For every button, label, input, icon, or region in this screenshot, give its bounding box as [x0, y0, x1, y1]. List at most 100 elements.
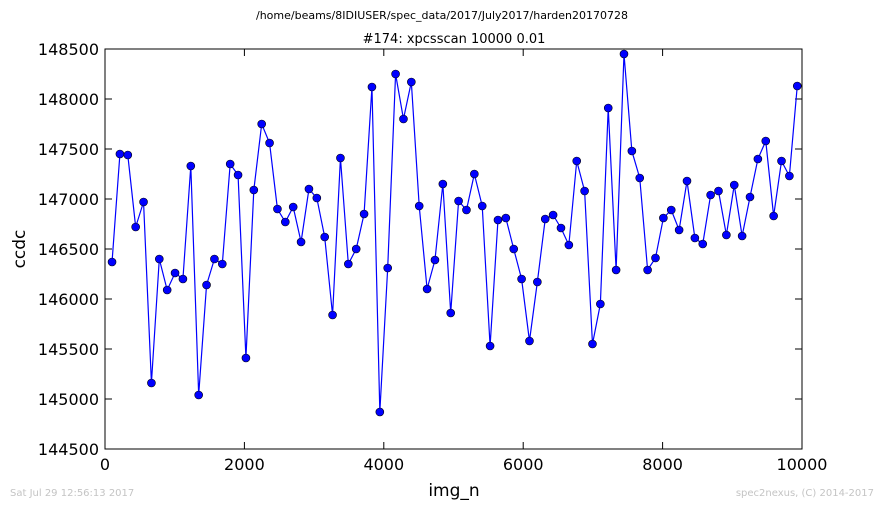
data-point [556, 223, 566, 233]
data-point [714, 186, 723, 196]
data-point [359, 209, 369, 219]
data-point [785, 171, 794, 181]
footer-credit: spec2nexus, (C) 2014-2017 [735, 488, 874, 499]
plot-frame [104, 48, 803, 450]
data-point [186, 161, 196, 171]
data-point [194, 390, 203, 400]
data-point [178, 274, 188, 284]
x-tick-label: 0 [100, 455, 110, 474]
data-point [273, 204, 282, 214]
data-point [446, 308, 456, 318]
y-tick-label: 145500 [38, 340, 99, 359]
x-tick-label: 4000 [363, 455, 404, 474]
x-tick-label: 6000 [503, 455, 544, 474]
data-point [107, 257, 117, 267]
data-point [414, 201, 424, 211]
data-point [761, 136, 771, 146]
data-point [218, 259, 227, 269]
data-point [383, 263, 393, 273]
data-point [320, 232, 329, 242]
data-point [737, 231, 747, 241]
data-point [548, 210, 558, 220]
data-point [225, 159, 235, 169]
data-point [588, 339, 597, 349]
y-tick-label: 145000 [38, 390, 99, 409]
data-point [769, 211, 778, 221]
data-point [533, 277, 542, 287]
data-point [745, 192, 755, 202]
data-point [517, 274, 526, 284]
data-point [241, 353, 251, 363]
data-point [682, 176, 692, 186]
series-line [111, 53, 798, 413]
y-tick-label: 146000 [38, 290, 99, 309]
data-point [202, 280, 211, 290]
x-axis-label: img_n [428, 481, 479, 501]
data-point [674, 225, 684, 235]
plot-title: #174: xpcsscan 10000 0.01 [363, 32, 546, 47]
y-tick-label: 144500 [38, 440, 99, 459]
data-point [281, 217, 290, 227]
data-point [336, 153, 345, 163]
data-point [288, 202, 298, 212]
ticks-layer: 0 2000 4000 6000 8000 10000 144500 145000 145500… [38, 40, 828, 474]
y-tick-label: 148000 [38, 90, 99, 109]
data-point [572, 156, 582, 166]
data-point [729, 180, 739, 190]
data-point [722, 230, 731, 240]
data-point [454, 196, 463, 206]
data-point [312, 193, 322, 203]
data-point [430, 255, 440, 265]
data-point [162, 285, 172, 295]
data-point [540, 214, 550, 224]
y-tick-label: 147000 [38, 190, 99, 209]
data-point [651, 253, 660, 263]
y-tick-label: 146500 [38, 240, 99, 259]
data-point [328, 310, 337, 320]
data-point [399, 114, 408, 124]
data-point [210, 254, 219, 264]
data-point [777, 156, 786, 166]
data-point [367, 82, 377, 92]
data-point [792, 81, 802, 91]
data-point [627, 146, 637, 156]
data-point [123, 150, 133, 160]
y-tick-label: 147500 [38, 140, 99, 159]
data-point [596, 299, 605, 309]
data-point [265, 138, 274, 148]
y-tick-label: 148500 [38, 40, 99, 59]
data-point [611, 265, 621, 275]
data-point [659, 213, 668, 223]
data-point [257, 119, 266, 129]
data-point [501, 213, 511, 223]
data-point [391, 69, 400, 79]
data-point [462, 205, 471, 215]
data-point [154, 254, 164, 264]
x-tick-label: 8000 [642, 455, 683, 474]
data-point [635, 173, 645, 183]
data-point [407, 77, 416, 87]
figure-suptitle: /home/beams/8IDIUSER/spec_data/2017/July… [256, 9, 628, 22]
data-point [131, 222, 140, 232]
data-point [351, 244, 361, 254]
x-tick-label: 10000 [777, 455, 828, 474]
x-tick-label: 2000 [224, 455, 265, 474]
data-point [690, 233, 700, 243]
data-point [580, 186, 589, 196]
data-point [525, 336, 534, 346]
data-point [564, 240, 574, 250]
data-point [643, 265, 652, 275]
data-point [344, 259, 353, 269]
data-point [619, 49, 629, 59]
y-axis-label: ccdc [10, 230, 30, 269]
data-point [706, 190, 715, 200]
data-point [170, 268, 180, 278]
data-point [603, 103, 613, 113]
data-point [509, 244, 519, 254]
footer-timestamp: Sat Jul 29 12:56:13 2017 [10, 488, 135, 499]
data-point [139, 197, 148, 207]
data-point [470, 169, 479, 179]
data-point [233, 170, 243, 180]
data-point [304, 184, 314, 194]
